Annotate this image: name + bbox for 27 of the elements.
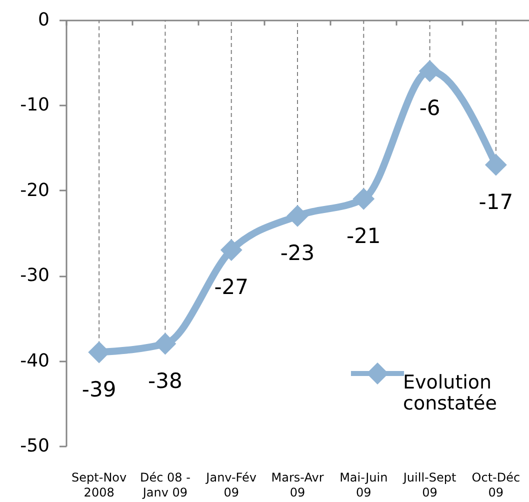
data-label: -6 <box>419 96 440 120</box>
x-tick-label: Déc 08 - Janv 09 <box>140 470 190 500</box>
data-label: -23 <box>280 240 315 265</box>
data-label: -27 <box>214 275 249 300</box>
data-label: -17 <box>478 190 514 214</box>
point <box>220 239 242 261</box>
point <box>154 332 176 355</box>
y-tick-label: -40 <box>20 350 50 372</box>
point <box>484 154 507 176</box>
point <box>286 205 308 227</box>
y-tick-label: -10 <box>20 94 50 116</box>
y-tick-label: 0 <box>38 10 50 30</box>
x-tick-label: Janv-Fév 09 <box>205 470 257 500</box>
x-tick-label: Oct-Déc 09 <box>472 470 520 500</box>
data-label: -38 <box>148 368 182 393</box>
legend-label: Evolution constatée <box>403 372 497 414</box>
x-tick-label: Sept-Nov 2008 <box>72 470 127 500</box>
point <box>418 60 441 82</box>
data-label: -39 <box>82 377 116 402</box>
data-label: -21 <box>346 224 381 248</box>
y-tick-label: -20 <box>20 180 50 201</box>
x-tick-label: Mai-Juin 09 <box>340 470 388 500</box>
x-tick-label: Juill-Sept 09 <box>402 470 456 500</box>
y-tick-label: -30 <box>20 265 50 286</box>
y-tick-label: -50 <box>20 436 50 456</box>
point <box>352 188 375 210</box>
x-tick-label: Mars-Avr 09 <box>271 470 324 500</box>
